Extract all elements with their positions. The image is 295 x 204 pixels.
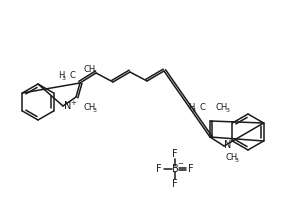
- Text: CH: CH: [83, 103, 95, 112]
- Text: 3: 3: [62, 75, 66, 81]
- Text: C: C: [70, 71, 76, 80]
- Text: CH: CH: [216, 103, 228, 112]
- Text: C: C: [200, 103, 206, 112]
- Text: N: N: [64, 101, 72, 111]
- Text: CH: CH: [84, 65, 96, 74]
- Text: +: +: [70, 100, 76, 106]
- Text: N: N: [224, 140, 232, 150]
- Text: −: −: [177, 161, 183, 167]
- Text: 3: 3: [226, 109, 230, 113]
- Text: F: F: [172, 179, 178, 189]
- Text: B: B: [172, 164, 178, 174]
- Text: 3: 3: [192, 109, 196, 113]
- Text: F: F: [172, 149, 178, 159]
- Text: 3: 3: [93, 109, 97, 113]
- Text: F: F: [156, 164, 162, 174]
- Text: CH: CH: [226, 153, 238, 163]
- Text: F: F: [188, 164, 194, 174]
- Text: H: H: [58, 71, 64, 80]
- Text: 3: 3: [93, 71, 97, 75]
- Text: 3: 3: [235, 159, 239, 163]
- Text: H: H: [188, 103, 194, 112]
